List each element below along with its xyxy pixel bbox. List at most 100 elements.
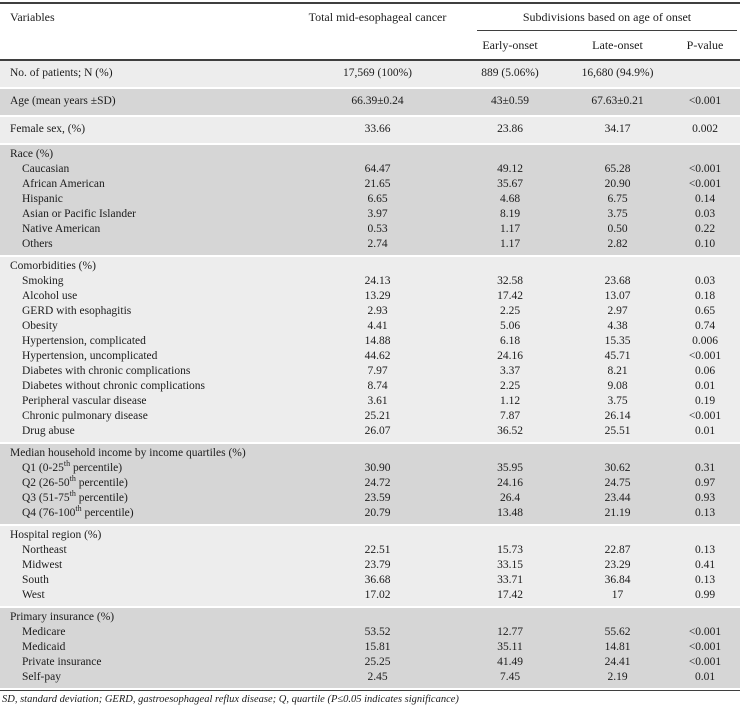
- cell-early-onset: 49.12: [497, 163, 523, 175]
- row-label: West: [22, 589, 45, 601]
- superscript: th: [69, 489, 76, 499]
- cell-total: 2.74: [367, 238, 388, 250]
- group-female-sex: Female sex, (%) 33.66 23.86 34.17 0.002: [0, 117, 740, 143]
- row-label: Diabetes without chronic complications: [22, 380, 205, 392]
- cell-early-onset: 36.52: [497, 425, 523, 437]
- row-label: Hispanic: [22, 193, 63, 205]
- group-header-label: Hospital region (%): [10, 529, 102, 541]
- row-label: Q1 (0-25th percentile): [22, 459, 123, 474]
- table-bottom-rule: SD, standard deviation; GERD, gastroesop…: [0, 690, 740, 706]
- row-label: Others: [22, 238, 53, 250]
- cell-late-onset: 23.29: [604, 559, 631, 571]
- cell-late-onset: 3.75: [607, 395, 628, 407]
- row-label: Self-pay: [22, 671, 61, 683]
- cell-early-onset: 1.12: [499, 395, 521, 407]
- cell-pvalue: <0.001: [688, 410, 722, 422]
- cell-late-onset: 14.81: [604, 641, 631, 653]
- cell-pvalue: 0.22: [694, 223, 716, 235]
- cell-early-onset: 24.16: [497, 477, 523, 489]
- table-row: Medicare 53.52 12.77 55.62 <0.001: [0, 625, 740, 640]
- cell-late-onset: 0.50: [607, 223, 628, 235]
- cell-early-onset: 2.25: [499, 380, 521, 392]
- table-row: Q4 (76-100th percentile) 20.79 13.48 21.19 0…: [0, 504, 740, 521]
- cell-late-onset: 13.07: [604, 290, 631, 302]
- cell-pvalue: 0.74: [694, 320, 716, 332]
- cell-total: 13.29: [364, 290, 391, 302]
- cell-early-onset: 26.4: [499, 492, 521, 504]
- cell-total: 25.21: [364, 410, 391, 422]
- cell-pvalue: 0.002: [692, 123, 718, 135]
- header-late-onset: Late-onset: [592, 37, 643, 52]
- cell-pvalue: 0.99: [694, 589, 716, 601]
- group-header-label: Primary insurance (%): [10, 611, 115, 623]
- cell-pvalue: 0.01: [694, 425, 716, 437]
- cell-late-onset: 25.51: [604, 425, 631, 437]
- table-row: Caucasian 64.47 49.12 65.28 <0.001: [0, 162, 740, 177]
- cell-pvalue: <0.001: [688, 95, 722, 107]
- cell-pvalue: <0.001: [688, 641, 722, 653]
- row-label: Drug abuse: [22, 425, 75, 437]
- cell-early-onset: 17.42: [497, 589, 523, 601]
- cell-pvalue: <0.001: [688, 626, 722, 638]
- table-row: Smoking 24.13 32.58 23.68 0.03: [0, 274, 740, 289]
- group-header-row: Primary insurance (%): [0, 610, 740, 625]
- cell-total: 7.97: [367, 365, 388, 377]
- cell-pvalue: 0.10: [694, 238, 716, 250]
- row-label: Medicare: [22, 626, 66, 638]
- cell-pvalue: 0.97: [694, 477, 716, 489]
- cell-total: 24.13: [364, 275, 391, 287]
- cell-late-onset: 4.38: [607, 320, 628, 332]
- cell-late-onset: 45.71: [604, 350, 631, 362]
- row-label: Q3 (51-75th percentile): [22, 489, 128, 504]
- cell-early-onset: 889 (5.06%): [481, 67, 539, 79]
- cell-pvalue: 0.13: [694, 574, 716, 586]
- table-top-rule: [0, 2, 740, 4]
- row-label: Northeast: [22, 544, 67, 556]
- row-label: Female sex, (%): [10, 123, 86, 135]
- cell-late-onset: 9.08: [607, 380, 628, 392]
- cell-pvalue: 0.19: [694, 395, 716, 407]
- cell-early-onset: 6.18: [499, 335, 521, 347]
- cell-late-onset: 21.19: [604, 507, 631, 519]
- cell-pvalue: 0.13: [694, 507, 716, 519]
- cell-late-onset: 6.75: [607, 193, 628, 205]
- group-no-of-patients: No. of patients; N (%) 17,569 (100%) 889 (…: [0, 61, 740, 87]
- table-row: Medicaid 15.81 35.11 14.81 <0.001: [0, 640, 740, 655]
- cell-early-onset: 41.49: [497, 656, 523, 668]
- cell-pvalue: 0.01: [694, 380, 716, 392]
- group-primary-insurance: Primary insurance (%) Medicare 53.52 12.77 5…: [0, 608, 740, 688]
- group-header-row: Median household income by income quarti…: [0, 446, 740, 461]
- row-label: Medicaid: [22, 641, 66, 653]
- row-label: Chronic pulmonary disease: [22, 410, 148, 422]
- table-row: GERD with esophagitis 2.93 2.25 2.97 0.65: [0, 304, 740, 319]
- cell-early-onset: 5.06: [499, 320, 521, 332]
- table-row: Diabetes with chronic complications 7.97 3…: [0, 364, 740, 379]
- table-row: Peripheral vascular disease 3.61 1.12 3.75 0…: [0, 394, 740, 409]
- cell-late-onset: 26.14: [604, 410, 631, 422]
- table-row: Q1 (0-25th percentile) 30.90 35.95 30.62 0.3…: [0, 459, 740, 476]
- table-row: West 17.02 17.42 17 0.99: [0, 588, 740, 603]
- group-income-quartiles: Median household income by income quarti…: [0, 444, 740, 524]
- cell-early-onset: 35.11: [497, 641, 523, 653]
- cell-pvalue: 0.31: [694, 462, 716, 474]
- cell-total: 26.07: [364, 425, 391, 437]
- row-label: Private insurance: [22, 656, 102, 668]
- cell-early-onset: 2.25: [499, 305, 521, 317]
- cell-total: 15.81: [364, 641, 391, 653]
- row-label: Q4 (76-100th percentile): [22, 504, 134, 519]
- cell-total: 36.68: [364, 574, 391, 586]
- table-row: Hypertension, complicated 14.88 6.18 15.35 0…: [0, 334, 740, 349]
- header-row-2: Early-onset Late-onset P-value: [0, 31, 740, 59]
- table-row: Asian or Pacific Islander 3.97 8.19 3.75 0.0…: [0, 207, 740, 222]
- group-age: Age (mean years ±SD) 66.39±0.24 43±0.59 67.…: [0, 89, 740, 115]
- table-body: No. of patients; N (%) 17,569 (100%) 889 (…: [0, 61, 740, 688]
- table-row: Alcohol use 13.29 17.42 13.07 0.18: [0, 289, 740, 304]
- cell-early-onset: 3.37: [499, 365, 521, 377]
- table-row: African American 21.65 35.67 20.90 <0.001: [0, 177, 740, 192]
- table-row: Midwest 23.79 33.15 23.29 0.41: [0, 558, 740, 573]
- table-row: Private insurance 25.25 41.49 24.41 <0.001: [0, 655, 740, 670]
- group-header-row: Race (%): [0, 147, 740, 162]
- cell-pvalue: 0.03: [694, 208, 716, 220]
- row-label: Midwest: [22, 559, 63, 571]
